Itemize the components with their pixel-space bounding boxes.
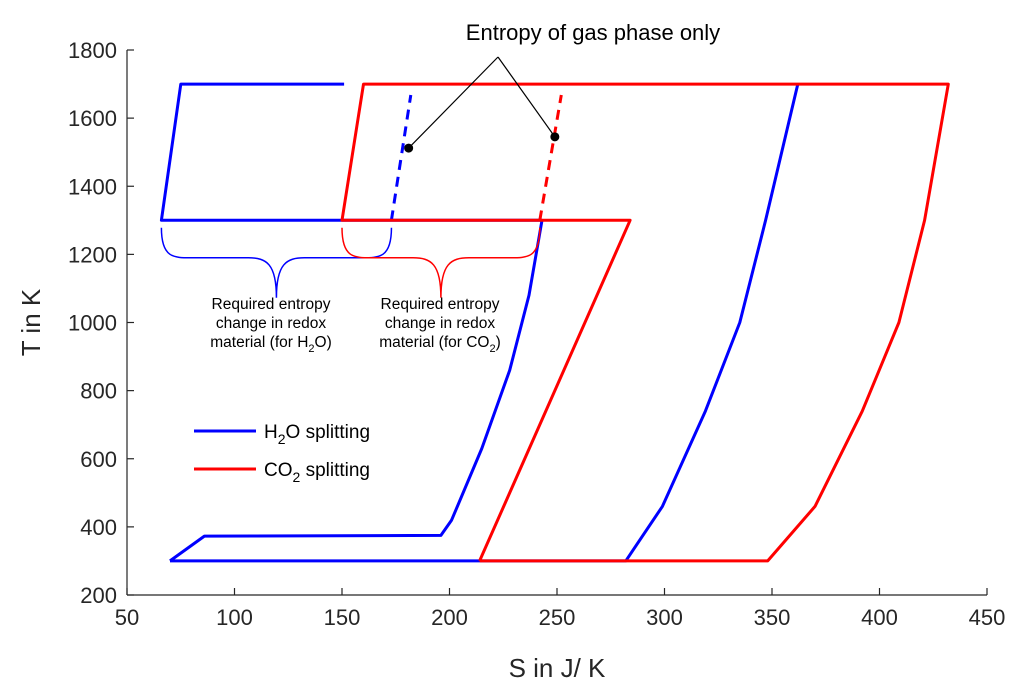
series-line-0-0 bbox=[159, 82, 544, 563]
gas-phase-marker bbox=[404, 143, 414, 153]
x-tick-label: 200 bbox=[431, 605, 468, 630]
co2-brace-caption-line: change in redox bbox=[385, 315, 496, 332]
x-tick-label: 400 bbox=[861, 605, 898, 630]
y-tick-label: 1000 bbox=[68, 311, 117, 336]
h2o-brace-caption-line: change in redox bbox=[216, 315, 327, 332]
series-line-2-0 bbox=[340, 82, 950, 563]
co2-brace-caption-line: material (for CO2) bbox=[379, 334, 501, 355]
x-tick-label: 250 bbox=[539, 605, 576, 630]
x-tick-label: 450 bbox=[969, 605, 1006, 630]
h2o-entropy-brace bbox=[160, 227, 393, 298]
legend: H2O splitting CO2 splitting bbox=[194, 422, 370, 485]
x-tick-label: 150 bbox=[324, 605, 361, 630]
gas-phase-pointer-line bbox=[497, 56, 556, 138]
x-tick-label: 350 bbox=[754, 605, 791, 630]
x-tick-label: 300 bbox=[646, 605, 683, 630]
series-layer bbox=[159, 82, 950, 563]
h2o-brace-caption-line: Required entropy bbox=[212, 296, 331, 313]
gas-phase-annotation: Entropy of gas phase only bbox=[466, 20, 720, 45]
y-tick-label: 1200 bbox=[68, 242, 117, 267]
series-line-1-0 bbox=[389, 94, 413, 221]
x-axis-title: S in J/ K bbox=[509, 653, 606, 683]
x-tick-label: 100 bbox=[216, 605, 253, 630]
co2-entropy-brace bbox=[341, 227, 541, 298]
legend-label: CO2 splitting bbox=[264, 460, 370, 485]
annotation-layer: Entropy of gas phase only Required entro… bbox=[160, 20, 720, 355]
y-tick-label: 1600 bbox=[68, 106, 117, 131]
axes: 50 100 150 200 250 300 350 400 450 200 400 600 800 10… bbox=[68, 38, 1005, 630]
co2-brace-caption-line: Required entropy bbox=[381, 296, 500, 313]
y-tick-label: 1800 bbox=[68, 38, 117, 63]
y-axis-title: T in K bbox=[16, 288, 46, 356]
h2o-brace-caption-line: material (for H2O) bbox=[210, 334, 332, 355]
y-tick-label: 400 bbox=[80, 515, 117, 540]
y-tick-label: 600 bbox=[80, 447, 117, 472]
series-line-3-0 bbox=[538, 94, 563, 221]
y-tick-label: 1400 bbox=[68, 174, 117, 199]
x-tick-label: 50 bbox=[115, 605, 139, 630]
gas-phase-marker bbox=[550, 132, 560, 142]
gas-phase-pointer-line bbox=[408, 56, 499, 149]
y-tick-label: 800 bbox=[80, 379, 117, 404]
legend-label: H2O splitting bbox=[264, 422, 370, 447]
y-tick-label: 200 bbox=[80, 583, 117, 608]
